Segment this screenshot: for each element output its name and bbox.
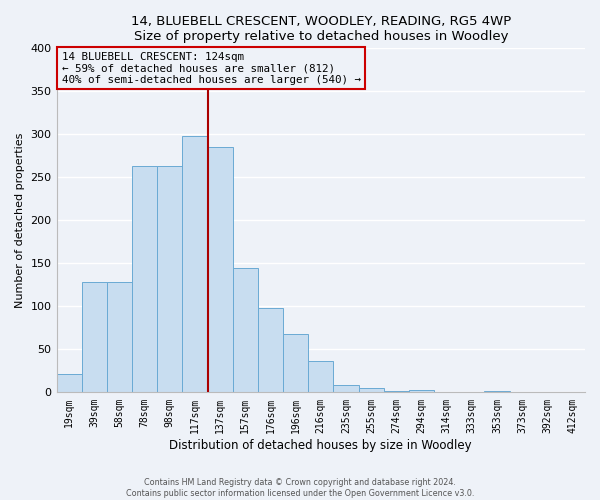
Bar bbox=[208, 148, 233, 392]
Title: 14, BLUEBELL CRESCENT, WOODLEY, READING, RG5 4WP
Size of property relative to de: 14, BLUEBELL CRESCENT, WOODLEY, READING,… bbox=[131, 15, 511, 43]
Y-axis label: Number of detached properties: Number of detached properties bbox=[15, 132, 25, 308]
Bar bbox=[308, 360, 334, 392]
Bar bbox=[283, 334, 308, 392]
Bar bbox=[233, 268, 258, 392]
Bar bbox=[334, 384, 359, 392]
Text: Contains HM Land Registry data © Crown copyright and database right 2024.
Contai: Contains HM Land Registry data © Crown c… bbox=[126, 478, 474, 498]
Bar bbox=[56, 374, 82, 392]
Bar bbox=[409, 390, 434, 392]
Bar bbox=[82, 282, 107, 393]
Bar bbox=[182, 136, 208, 392]
Bar bbox=[258, 308, 283, 392]
Bar bbox=[132, 166, 157, 392]
X-axis label: Distribution of detached houses by size in Woodley: Distribution of detached houses by size … bbox=[169, 440, 472, 452]
Text: 14 BLUEBELL CRESCENT: 124sqm
← 59% of detached houses are smaller (812)
40% of s: 14 BLUEBELL CRESCENT: 124sqm ← 59% of de… bbox=[62, 52, 361, 85]
Bar bbox=[359, 388, 383, 392]
Bar bbox=[107, 282, 132, 393]
Bar bbox=[157, 166, 182, 392]
Bar bbox=[484, 390, 509, 392]
Bar bbox=[383, 390, 409, 392]
